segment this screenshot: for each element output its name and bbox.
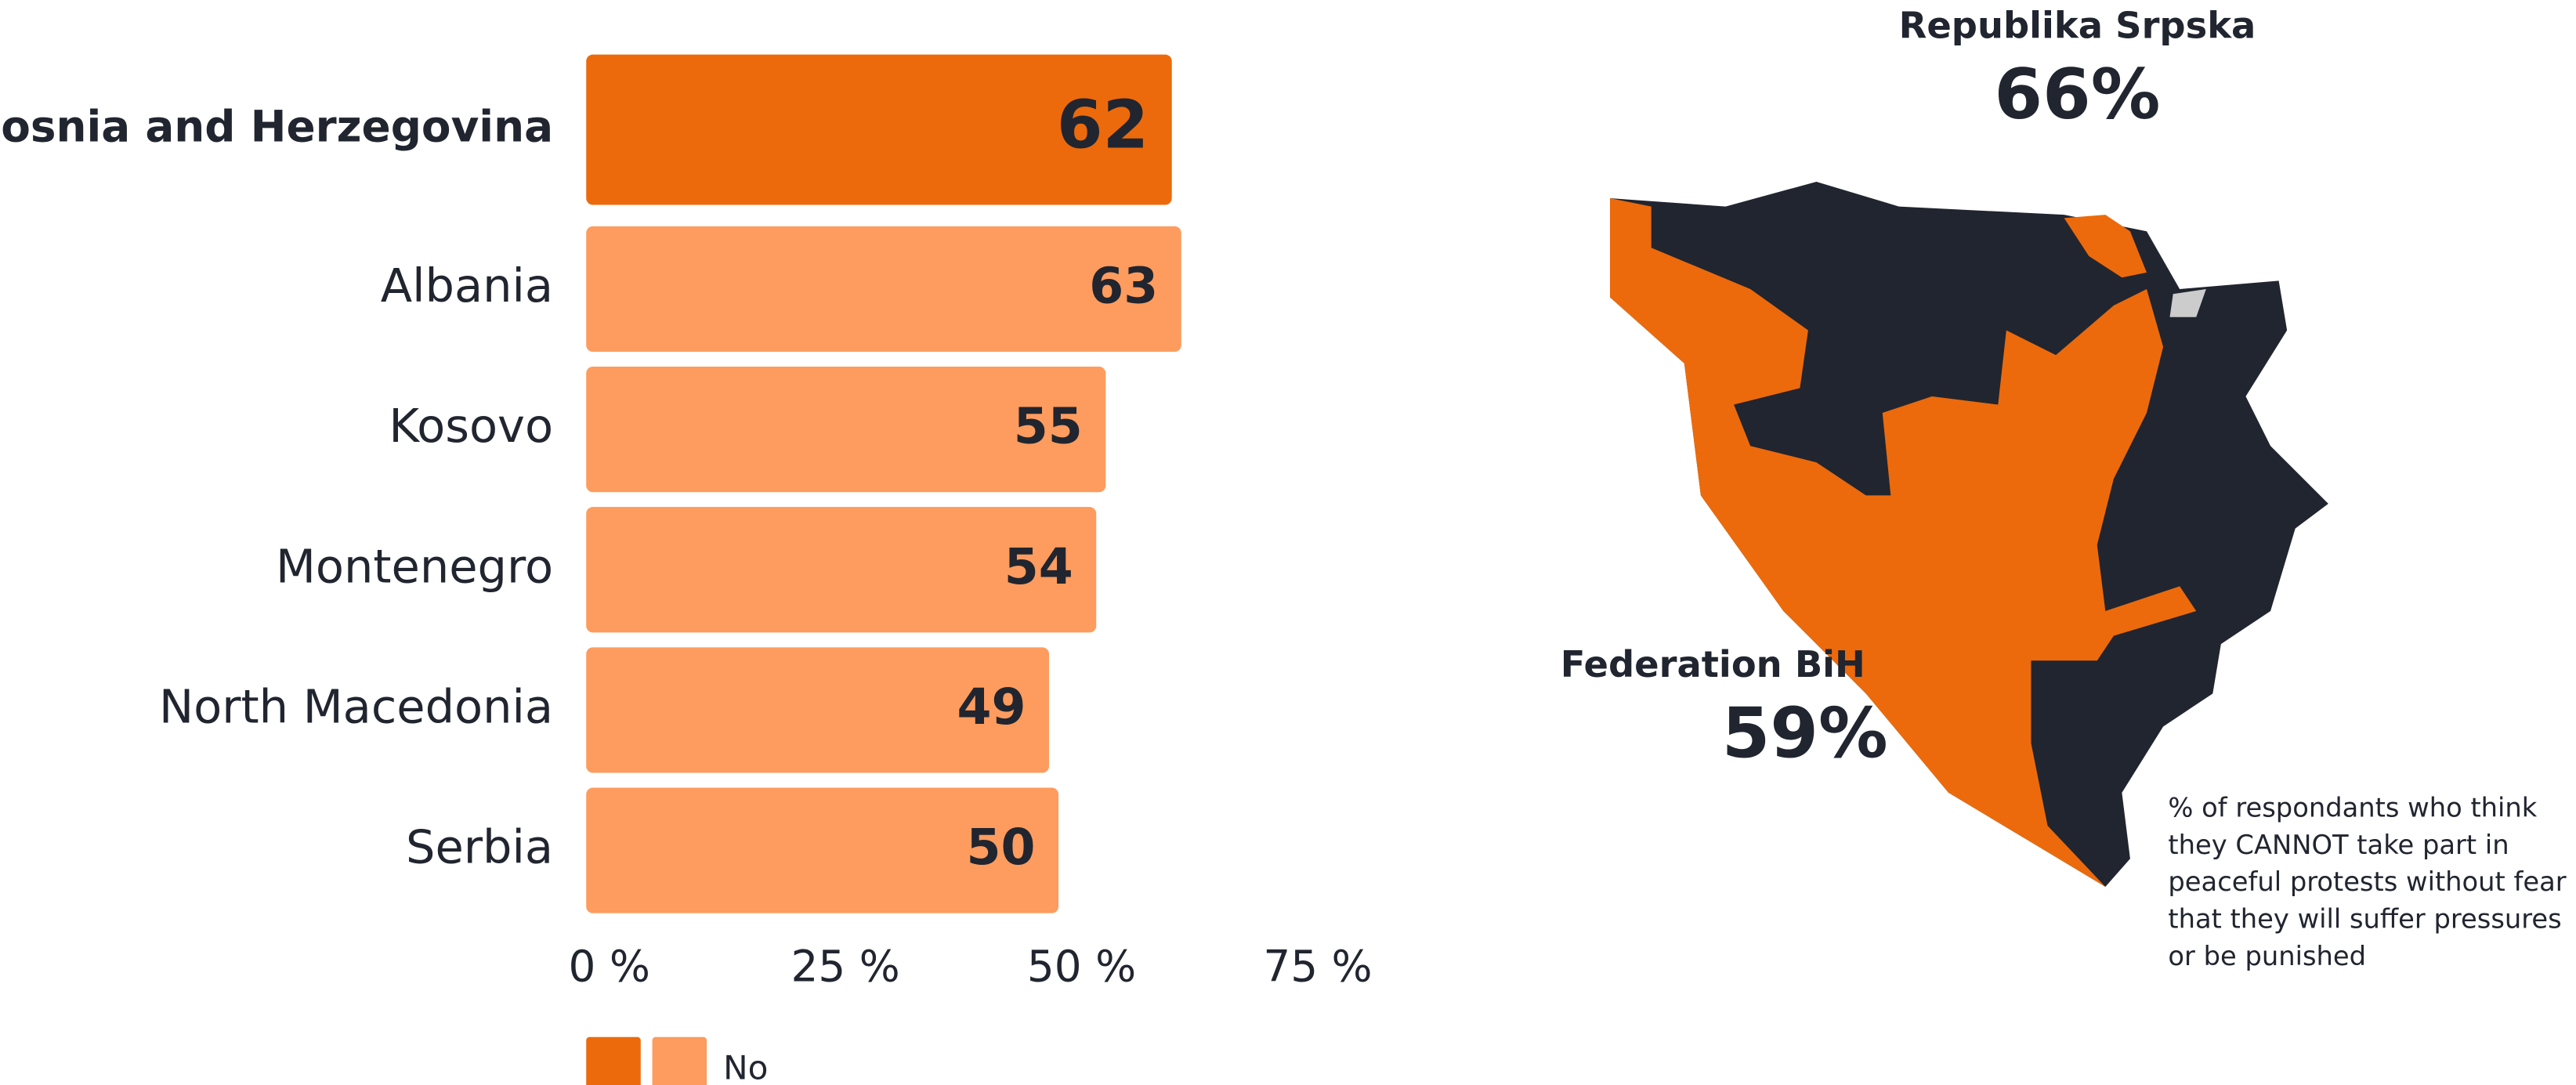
legend-swatch <box>652 1036 707 1085</box>
category-label: Montenegro <box>276 539 553 593</box>
note-line: % of respondants who think <box>2168 792 2537 823</box>
bar <box>586 54 1172 205</box>
value-label: 50 <box>967 818 1036 876</box>
region-value: 66% <box>1995 54 2161 135</box>
x-tick-label: 50 % <box>1027 941 1136 991</box>
x-tick-label: 75 % <box>1263 941 1372 991</box>
value-label: 54 <box>1004 537 1073 595</box>
note-line: they CANNOT take part in <box>2168 830 2509 860</box>
x-tick-label: 25 % <box>791 941 900 991</box>
note-line: that they will suffer pressures <box>2168 904 2561 935</box>
note-line: or be punished <box>2168 941 2366 971</box>
category-label: Kosovo <box>389 399 553 453</box>
note-line: peaceful protests without fear <box>2168 866 2566 897</box>
bar <box>586 367 1106 493</box>
category-label: Serbia <box>406 820 553 874</box>
map-orange <box>1610 198 2197 887</box>
value-label: 55 <box>1014 397 1083 455</box>
legend-swatch <box>586 1036 641 1085</box>
map-grey <box>2169 288 2206 317</box>
bar <box>586 647 1049 773</box>
category-label: Albania <box>381 259 553 313</box>
bar <box>586 226 1181 353</box>
value-label: 62 <box>1057 87 1149 164</box>
category-label: Bosnia and Herzegovina <box>0 102 553 152</box>
bar <box>586 787 1059 913</box>
region-value: 59% <box>1722 693 1888 774</box>
category-label: North Macedonia <box>159 680 553 734</box>
value-label: 63 <box>1089 257 1158 315</box>
map <box>1610 181 2328 887</box>
bar <box>586 507 1097 633</box>
legend-label: No <box>723 1048 768 1085</box>
map-orange <box>2064 215 2147 278</box>
region-name: Republika Srpska <box>1899 4 2256 46</box>
value-label: 49 <box>957 678 1026 736</box>
region-name: Federation BiH <box>1561 643 1865 685</box>
x-tick-label: 0 % <box>569 941 650 991</box>
